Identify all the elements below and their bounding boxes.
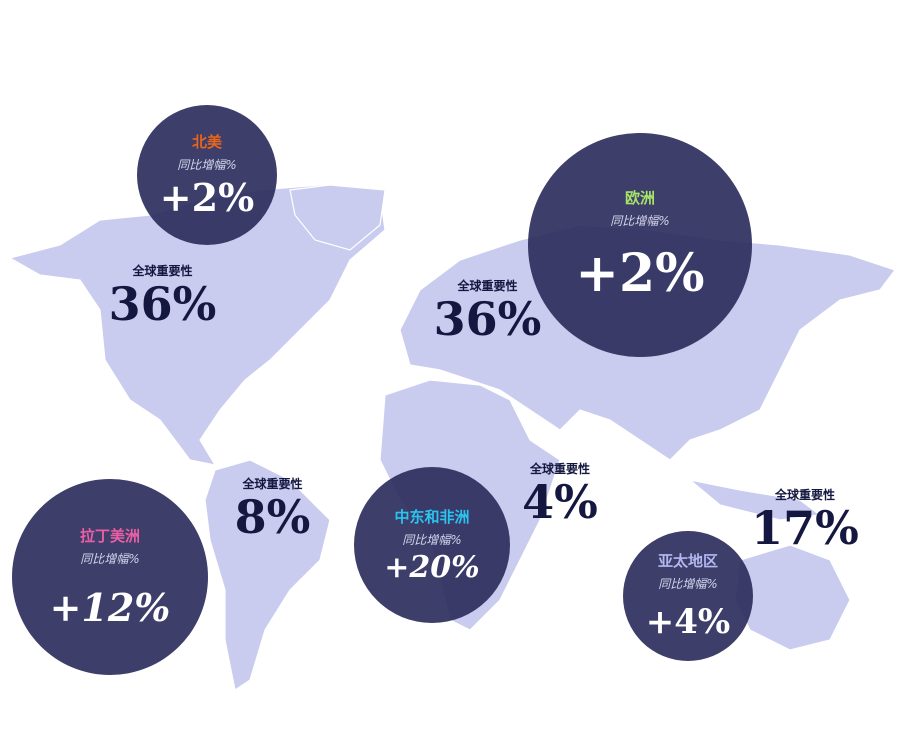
importance-label: 全球重要性 (457, 279, 518, 293)
growth-label: 同比增幅% (610, 213, 670, 228)
indonesia-shape (689, 479, 822, 521)
region-name: 拉丁美洲 (79, 526, 140, 545)
region-name: 欧洲 (624, 188, 655, 207)
south-america-shape (204, 459, 331, 691)
growth-value: +4% (645, 602, 731, 642)
growth-label: 同比增幅% (402, 532, 462, 547)
importance-label: 全球重要性 (529, 462, 590, 476)
importance-north-america: 全球重要性 36% (100, 262, 225, 327)
greenland-shape (289, 184, 386, 251)
importance-label: 全球重要性 (132, 264, 193, 278)
importance-latin-america: 全球重要性 8% (215, 475, 330, 540)
growth-value: +20% (384, 549, 480, 585)
region-circle-north-america: 北美 同比增幅% +2% (137, 105, 277, 245)
growth-value: +2% (575, 242, 705, 304)
importance-asia-pacific: 全球重要性 17% (745, 486, 865, 551)
growth-label: 同比增幅% (177, 157, 237, 172)
region-circle-asia-pacific: 亚太地区 同比增幅% +4% (623, 531, 753, 661)
growth-label: 同比增幅% (80, 551, 140, 566)
region-circle-middle-east-africa: 中东和非洲 同比增幅% +20% (354, 467, 510, 623)
region-circle-latin-america: 拉丁美洲 同比增幅% +12% (12, 479, 208, 675)
importance-label: 全球重要性 (774, 488, 835, 502)
importance-europe: 全球重要性 36% (425, 277, 550, 342)
importance-middle-east-africa: 全球重要性 4% (505, 460, 615, 525)
importance-value: 4% (522, 475, 598, 529)
importance-label: 全球重要性 (242, 477, 303, 491)
importance-value: 17% (751, 501, 859, 555)
growth-value: +2% (159, 174, 255, 220)
region-circle-europe: 欧洲 同比增幅% +2% (528, 133, 752, 357)
region-name: 中东和非洲 (394, 507, 470, 526)
growth-value: +12% (49, 584, 171, 630)
importance-value: 8% (234, 490, 311, 544)
growth-label: 同比增幅% (658, 577, 718, 591)
importance-value: 36% (433, 292, 542, 346)
region-name: 北美 (191, 132, 222, 151)
region-name: 亚太地区 (657, 552, 718, 570)
importance-value: 36% (108, 277, 217, 331)
